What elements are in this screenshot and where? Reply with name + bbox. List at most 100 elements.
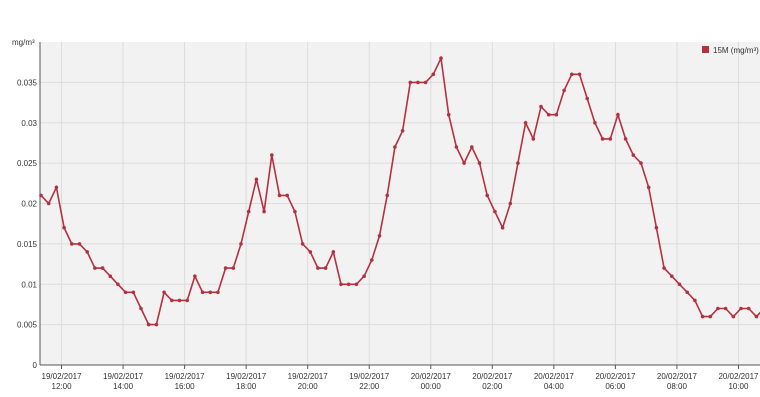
- data-point[interactable]: [554, 112, 559, 117]
- data-point[interactable]: [316, 266, 320, 270]
- data-point[interactable]: [685, 290, 689, 295]
- data-point[interactable]: [246, 209, 251, 214]
- data-point[interactable]: [262, 209, 266, 214]
- data-point[interactable]: [346, 282, 351, 287]
- data-point[interactable]: [162, 290, 166, 295]
- data-point[interactable]: [500, 225, 505, 230]
- data-point[interactable]: [523, 121, 528, 125]
- data-point[interactable]: [623, 137, 628, 141]
- data-point[interactable]: [408, 80, 413, 85]
- data-point[interactable]: [546, 112, 551, 117]
- data-point[interactable]: [570, 72, 574, 77]
- y-tick-labels: 0 0.005 0.01 0.015 0.02 0.025 0.03 0.035: [17, 78, 38, 370]
- data-point[interactable]: [723, 306, 728, 311]
- data-point[interactable]: [170, 298, 174, 303]
- data-point[interactable]: [200, 290, 205, 295]
- data-point[interactable]: [339, 282, 343, 287]
- data-point[interactable]: [593, 121, 597, 125]
- data-point[interactable]: [416, 80, 420, 85]
- data-point[interactable]: [39, 193, 43, 198]
- data-point[interactable]: [377, 234, 382, 238]
- data-point[interactable]: [493, 209, 497, 214]
- data-point[interactable]: [439, 56, 443, 60]
- data-point[interactable]: [177, 298, 182, 303]
- data-point[interactable]: [331, 250, 336, 254]
- data-point[interactable]: [508, 201, 513, 206]
- legend[interactable]: 15M (mg/m³): [702, 46, 759, 55]
- data-point[interactable]: [223, 266, 228, 270]
- y-tick-label: 0.035: [17, 78, 38, 87]
- data-point[interactable]: [470, 145, 474, 149]
- data-point[interactable]: [70, 242, 74, 246]
- data-point[interactable]: [100, 266, 105, 270]
- data-point[interactable]: [708, 314, 713, 319]
- data-point[interactable]: [193, 274, 197, 279]
- data-point[interactable]: [293, 209, 297, 214]
- data-point[interactable]: [654, 225, 659, 230]
- data-point[interactable]: [477, 161, 482, 165]
- data-point[interactable]: [693, 298, 697, 303]
- data-point[interactable]: [277, 193, 282, 198]
- x-tick-time: 10:00: [728, 382, 749, 391]
- data-point[interactable]: [370, 258, 374, 262]
- data-point[interactable]: [270, 153, 274, 157]
- data-point[interactable]: [716, 306, 720, 311]
- data-point[interactable]: [208, 290, 213, 295]
- data-point[interactable]: [446, 112, 451, 117]
- data-point[interactable]: [285, 193, 290, 198]
- data-point[interactable]: [670, 274, 674, 279]
- data-point[interactable]: [77, 242, 82, 246]
- data-point[interactable]: [300, 242, 305, 246]
- data-point[interactable]: [585, 96, 589, 101]
- data-point[interactable]: [323, 266, 328, 270]
- y-tick-label: 0.03: [21, 119, 37, 128]
- data-point[interactable]: [385, 193, 390, 198]
- data-point[interactable]: [600, 137, 605, 141]
- data-point[interactable]: [216, 290, 220, 295]
- data-point[interactable]: [146, 322, 151, 327]
- data-point[interactable]: [185, 298, 189, 303]
- data-point[interactable]: [485, 193, 490, 198]
- data-point[interactable]: [62, 225, 66, 230]
- data-point[interactable]: [739, 306, 743, 311]
- data-point[interactable]: [608, 137, 613, 141]
- data-point[interactable]: [139, 306, 143, 311]
- data-point[interactable]: [423, 80, 428, 85]
- data-point[interactable]: [677, 282, 682, 287]
- data-point[interactable]: [54, 185, 59, 190]
- data-point[interactable]: [700, 314, 705, 319]
- data-point[interactable]: [516, 161, 520, 165]
- data-point[interactable]: [754, 314, 759, 319]
- data-point[interactable]: [431, 72, 436, 77]
- data-point[interactable]: [400, 129, 405, 133]
- data-point[interactable]: [239, 242, 243, 246]
- data-point[interactable]: [123, 290, 128, 295]
- data-point[interactable]: [731, 314, 736, 319]
- data-point[interactable]: [662, 266, 666, 270]
- data-point[interactable]: [631, 153, 636, 157]
- data-point[interactable]: [362, 274, 366, 279]
- data-point[interactable]: [308, 250, 313, 254]
- data-point[interactable]: [93, 266, 97, 270]
- data-point[interactable]: [354, 282, 359, 287]
- x-tick-time: 06:00: [605, 382, 626, 391]
- data-point[interactable]: [85, 250, 89, 254]
- data-point[interactable]: [131, 290, 136, 295]
- data-point[interactable]: [46, 201, 51, 206]
- data-point[interactable]: [254, 177, 259, 182]
- data-point[interactable]: [231, 266, 236, 270]
- data-point[interactable]: [577, 72, 582, 77]
- data-point[interactable]: [116, 282, 120, 287]
- data-point[interactable]: [531, 137, 536, 141]
- data-point[interactable]: [454, 145, 459, 149]
- data-point[interactable]: [646, 185, 651, 190]
- data-point[interactable]: [393, 145, 397, 149]
- data-point[interactable]: [462, 161, 466, 165]
- data-point[interactable]: [639, 161, 643, 165]
- data-point[interactable]: [539, 104, 543, 109]
- data-point[interactable]: [154, 322, 159, 327]
- data-point[interactable]: [562, 88, 566, 93]
- data-point[interactable]: [616, 112, 620, 117]
- data-point[interactable]: [746, 306, 751, 311]
- data-point[interactable]: [108, 274, 113, 279]
